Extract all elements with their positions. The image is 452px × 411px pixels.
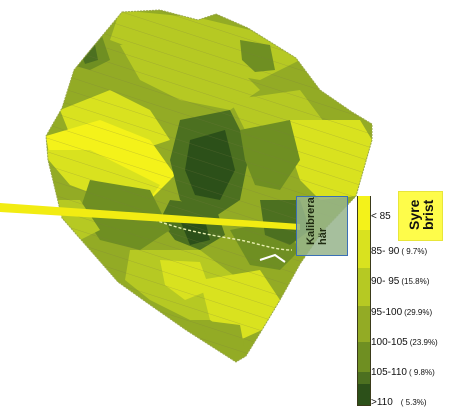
legend-swatch-below-85 xyxy=(357,196,371,230)
legend-item-95-100: 95-100 (29.9%) xyxy=(371,307,452,319)
legend-swatch-90-95 xyxy=(357,268,371,306)
legend-item-85-90: 85- 90( 9.7%) xyxy=(371,246,452,258)
calibration-pointer-line xyxy=(0,203,300,230)
legend-swatch-100-105 xyxy=(357,342,371,372)
legend-item-90-95: 90- 95 (15.8%) xyxy=(371,276,452,288)
field-boundary xyxy=(45,9,373,363)
legend-percentage: ( 9.8%) xyxy=(408,368,435,377)
legend-percentage: ( 5.3%) xyxy=(400,398,427,407)
legend-item-105-110: 105-110( 9.8%) xyxy=(371,367,452,379)
legend-range: 85- 90 xyxy=(371,246,400,257)
legend-swatch-95-100 xyxy=(357,306,371,342)
drain-channel xyxy=(149,217,293,251)
drain-outlet xyxy=(259,253,286,263)
legend-item-above-110: >110 ( 5.3%) xyxy=(371,397,452,409)
calibration-label: Kalibrera här xyxy=(305,197,329,245)
calibration-marker[interactable]: Kalibrera här xyxy=(296,196,348,256)
legend-item-below-85: < 85 xyxy=(371,211,452,223)
legend-percentage: (15.8%) xyxy=(401,277,430,286)
legend-range: >110 xyxy=(371,397,393,408)
legend-range: < 85 xyxy=(371,211,391,222)
legend-percentage: (23.9%) xyxy=(409,338,438,347)
legend-item-100-105: 100-105 (23.9%) xyxy=(371,337,452,349)
legend-range: 100-105 xyxy=(371,337,408,348)
legend-range: 105-110 xyxy=(371,367,407,378)
legend-range: 90- 95 xyxy=(371,276,400,287)
legend-swatch-105-110 xyxy=(357,372,371,384)
oxygen-deficit-callout: Syre brist xyxy=(398,191,443,241)
legend-swatch-above-110 xyxy=(357,384,371,406)
legend-percentage: ( 9.7%) xyxy=(401,247,428,256)
legend-percentage: (29.9%) xyxy=(404,308,433,317)
legend-swatch-85-90 xyxy=(357,230,371,268)
legend-range: 95-100 xyxy=(371,307,403,318)
